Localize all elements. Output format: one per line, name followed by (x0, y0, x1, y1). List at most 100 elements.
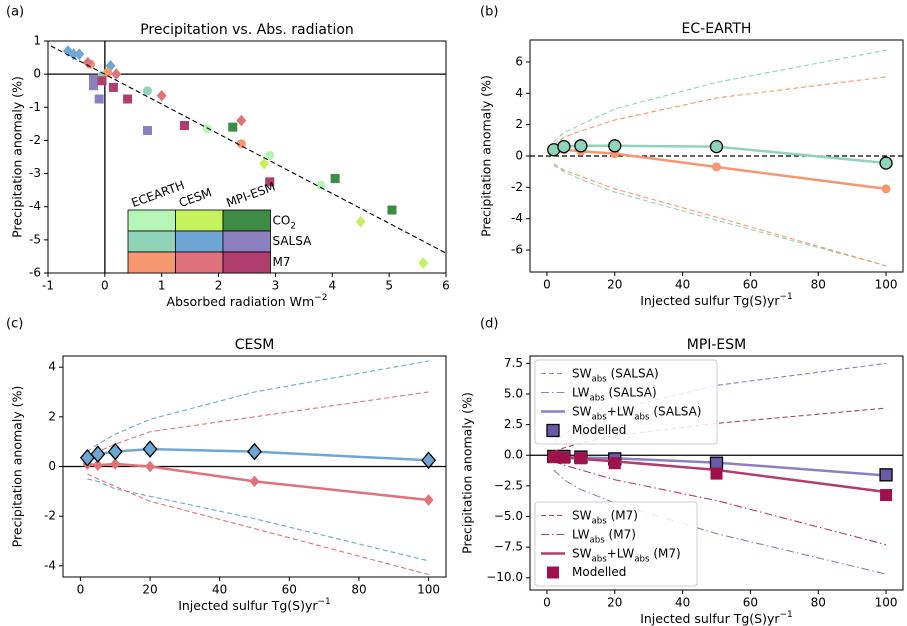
y-tick-label: -2 (511, 180, 523, 194)
text-part: Injected sulfur Tg(S)yr (640, 293, 780, 308)
text-part: (SALSA) (605, 385, 657, 399)
text-part: −1 (780, 610, 793, 620)
y-axis-label: Precipitation anomaly (%) (10, 386, 25, 548)
legend-cell (127, 251, 176, 274)
y-tick-label: −5.0 (494, 509, 523, 523)
text-part: Injected sulfur Tg(S)yr (640, 611, 780, 626)
y-tick-label: 0 (33, 67, 41, 81)
text-part: (M7) (605, 527, 636, 541)
x-tick-label: 20 (607, 278, 622, 292)
text-part: −1 (780, 292, 793, 302)
marker (107, 442, 123, 461)
x-axis-label: Injected sulfur Tg(S)yr−1 (640, 292, 793, 308)
legend-label: LWabs (M7) (572, 527, 636, 545)
x-tick-label: 40 (675, 278, 690, 292)
marker (265, 150, 275, 160)
text-part: abs (634, 554, 650, 564)
marker (574, 139, 588, 153)
y-tick-label: 5.0 (504, 386, 523, 400)
text-part: SW (572, 404, 592, 418)
marker (108, 82, 118, 92)
marker (249, 475, 260, 488)
text-part: LW (572, 385, 590, 399)
y-tick-label: 0 (515, 149, 523, 163)
y-tick-label: 2 (48, 409, 56, 423)
text-part: (M7) (650, 546, 681, 560)
marker (557, 139, 571, 154)
y-tick-label: 2 (515, 117, 523, 131)
x-axis-label: Injected sulfur Tg(S)yr−1 (178, 597, 331, 613)
x-tick-label: 60 (282, 583, 297, 597)
series-line (553, 163, 887, 267)
legend-label: LWabs (SALSA) (572, 385, 657, 403)
legend-row-label: M7 (273, 255, 291, 269)
plot-area (48, 41, 446, 273)
plot-area (63, 360, 446, 576)
legend-label: SWabs (M7) (572, 508, 638, 526)
marker (74, 48, 85, 61)
marker (145, 460, 155, 473)
x-tick-label: 20 (607, 596, 622, 610)
marker (92, 459, 103, 472)
axes-frame (529, 355, 904, 591)
text-part: abs (589, 393, 605, 403)
marker (88, 74, 98, 84)
marker (316, 180, 326, 190)
y-tick-label: −7.5 (494, 540, 523, 554)
series-line (87, 478, 429, 562)
x-tick-label: 40 (675, 596, 690, 610)
y-axis-label: Precipitation anomaly (%) (10, 76, 25, 238)
y-tick-label: 0 (48, 459, 56, 473)
marker (90, 445, 106, 463)
text-part: abs (591, 374, 607, 384)
series-line (553, 49, 887, 143)
x-tick-label: 60 (743, 596, 758, 610)
text-part: Injected sulfur Tg(S)yr (178, 598, 318, 613)
x-tick-label: 100 (875, 596, 898, 610)
legend-row-label: SALSA (273, 234, 313, 248)
x-tick-label: -1 (42, 279, 54, 293)
marker (123, 94, 133, 104)
chart-title: MPI-ESM (687, 337, 747, 353)
marker (557, 451, 570, 464)
chart-title: Precipitation vs. Abs. radiation (140, 22, 354, 38)
series-line (50, 45, 446, 254)
axes-frame (529, 39, 904, 273)
legend-cell (175, 251, 224, 274)
y-tick-label: 7.5 (504, 356, 523, 370)
text-part: (M7) (607, 508, 638, 522)
marker (142, 440, 158, 458)
y-axis-label: Precipitation anomaly (%) (479, 75, 494, 237)
series-line (87, 473, 429, 576)
legend-cell (175, 209, 224, 232)
text-part: abs (591, 412, 607, 422)
text-part: −1 (318, 597, 331, 607)
x-tick-label: 40 (212, 583, 227, 597)
text-part: abs (591, 516, 607, 526)
axes-frame (62, 355, 447, 578)
marker (712, 162, 721, 172)
x-tick-label: 0 (543, 278, 551, 292)
x-tick-label: 100 (875, 278, 898, 292)
marker (547, 451, 560, 464)
y-tick-label: 4 (48, 360, 56, 374)
marker (546, 423, 560, 438)
legend-column: MPI-ESM (224, 180, 277, 211)
y-tick-label: -4 (511, 211, 523, 225)
text-part: Absorbed radiation Wm (167, 294, 315, 309)
series-line (553, 407, 887, 453)
legend-row-label: CO2 (273, 213, 296, 231)
marker (202, 124, 212, 134)
x-tick-label: 0 (101, 279, 109, 293)
y-tick-label: -6 (511, 243, 523, 257)
text-part: −2 (314, 293, 327, 303)
marker (710, 467, 723, 480)
legend-label: Modelled (572, 565, 626, 579)
legend-cell (222, 209, 271, 232)
y-tick-label: −10.0 (486, 570, 523, 584)
marker (82, 56, 93, 69)
marker (179, 121, 189, 131)
y-tick-label: -2 (44, 509, 56, 523)
text-part: +LW (607, 546, 635, 560)
marker (97, 76, 107, 86)
